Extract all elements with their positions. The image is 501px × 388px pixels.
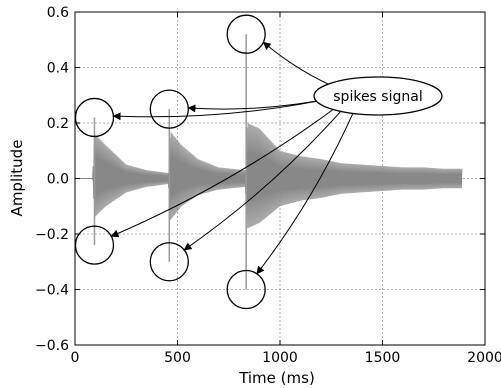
y-tick-label: −0.4 [35, 283, 69, 299]
x-axis-label: Time (ms) [238, 369, 315, 387]
annotation-arrow-1 [112, 96, 339, 121]
annotation-arrow-4 [110, 102, 343, 238]
y-tick-label: 0.4 [47, 61, 69, 77]
callout-label: spikes signal [333, 89, 422, 105]
signal-series [75, 34, 463, 290]
x-tick-label: 1500 [365, 350, 401, 366]
callout-ellipse [313, 76, 443, 116]
x-tick-label: 1000 [262, 350, 298, 366]
spike-circle-3 [226, 14, 266, 54]
x-tick-label: 0 [71, 350, 80, 366]
y-tick-label: −0.2 [35, 227, 69, 243]
signal-waveform [75, 123, 463, 229]
y-tick-label: −0.6 [35, 338, 69, 354]
y-axis-label: Amplitude [8, 140, 26, 217]
annotation-arrow-5 [183, 104, 348, 251]
y-tick-label: 0.0 [47, 172, 69, 188]
spike-circle-5 [149, 242, 189, 282]
annotation-arrow-6 [256, 107, 356, 275]
axis-labels: Time (ms) Amplitude [8, 140, 315, 387]
spike-circle-4 [74, 225, 115, 265]
annotations: spikes signal [74, 14, 443, 310]
y-tick-label: 0.6 [47, 5, 69, 21]
x-tick-label: 2000 [467, 350, 501, 366]
spike-circle-6 [226, 269, 266, 310]
x-tick-label: 500 [164, 350, 191, 366]
y-tick-label: 0.2 [47, 116, 69, 132]
axes: 0 500 1000 1500 2000 −0.6 −0.4 −0.2 0.0 0.2 0.4 0.6 [35, 5, 501, 366]
